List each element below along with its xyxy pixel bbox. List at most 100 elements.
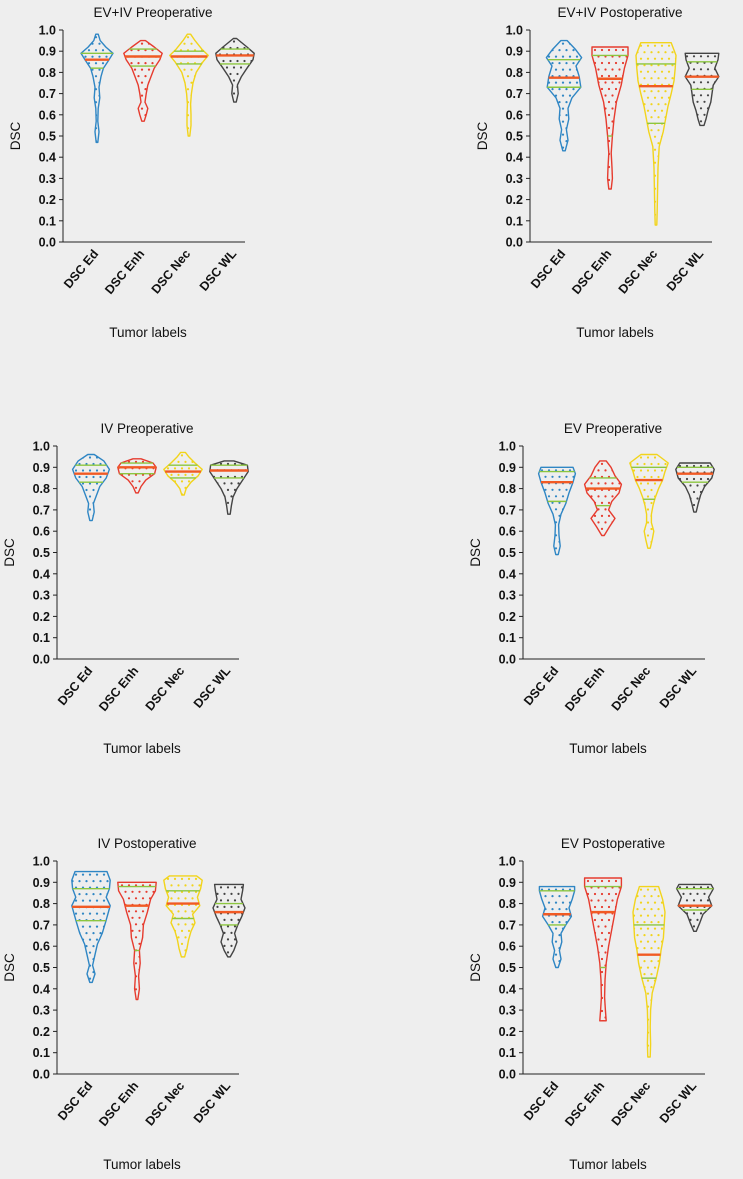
violin-outline — [591, 46, 629, 190]
violin-outline — [123, 39, 163, 122]
violin-dsc-nec[interactable] — [626, 453, 670, 549]
y-tick-label: 1.0 — [499, 440, 516, 454]
violin-dsc-enh[interactable] — [580, 460, 624, 537]
violin-outline — [684, 52, 720, 127]
y-axis-label: DSC — [8, 122, 23, 151]
violin-dots — [213, 886, 245, 954]
violin-dsc-wl[interactable] — [212, 37, 256, 103]
violin-outline — [538, 885, 576, 969]
y-tick-label: 0.4 — [39, 151, 56, 165]
violin-dsc-nec[interactable] — [166, 33, 210, 137]
violin-dsc-enh[interactable] — [114, 881, 158, 1001]
y-tick-label: 0.1 — [33, 1046, 50, 1060]
violin-dsc-wl[interactable] — [672, 462, 716, 513]
y-tick-label: 0.0 — [499, 653, 516, 667]
y-axis-label: DSC — [2, 953, 17, 982]
violin-dsc-wl[interactable] — [672, 883, 716, 932]
y-tick-label: 0.0 — [39, 236, 56, 250]
violin-dsc-enh[interactable] — [120, 39, 164, 122]
x-category-label: DSC Nec — [143, 1079, 188, 1128]
violin-outline — [635, 42, 677, 226]
violin-dots — [117, 884, 157, 997]
x-category-label: DSC Enh — [96, 1079, 141, 1129]
y-tick-label: 0.9 — [499, 461, 516, 475]
x-category-label: DSC Ed — [55, 664, 95, 708]
y-tick-label: 0.3 — [499, 589, 516, 603]
y-tick-label: 0.2 — [33, 610, 50, 624]
y-tick-label: 0.6 — [39, 108, 56, 122]
y-tick-label: 0.4 — [506, 151, 523, 165]
x-category-label: DSC Enh — [569, 247, 614, 297]
violin-dsc-ed[interactable] — [534, 466, 578, 556]
y-tick-label: 0.3 — [33, 1004, 50, 1018]
chart-title: EV Postoperative — [561, 836, 665, 851]
violin-dsc-enh[interactable] — [587, 46, 631, 190]
violin-outline — [212, 883, 246, 958]
y-tick-label: 0.1 — [499, 1046, 516, 1060]
violin-dots — [123, 42, 163, 117]
y-tick-label: 0.8 — [499, 482, 516, 496]
chart-title: EV+IV Postoperative — [558, 5, 683, 20]
violin-dsc-ed[interactable] — [68, 870, 112, 984]
violin-dsc-enh[interactable] — [114, 458, 158, 494]
violin-dsc-ed[interactable] — [534, 885, 578, 969]
x-category-label: DSC WL — [197, 247, 240, 294]
violin-outline — [675, 462, 715, 513]
y-tick-label: 0.6 — [506, 108, 523, 122]
violin-outline — [163, 451, 203, 496]
violin-dsc-nec[interactable] — [160, 875, 204, 958]
y-tick-label: 0.3 — [39, 172, 56, 186]
chart-title: IV Postoperative — [97, 836, 196, 851]
y-tick-label: 0.7 — [33, 918, 50, 932]
y-tick-label: 0.6 — [33, 940, 50, 954]
violin-dsc-ed[interactable] — [74, 33, 118, 144]
x-category-label: DSC Nec — [609, 1079, 654, 1128]
y-tick-label: 1.0 — [499, 855, 516, 869]
y-tick-label: 0.2 — [39, 193, 56, 207]
x-category-label: DSC Ed — [521, 1079, 561, 1123]
y-tick-label: 1.0 — [33, 855, 50, 869]
x-category-label: DSC Ed — [521, 664, 561, 708]
violin-outline — [545, 39, 583, 152]
violin-outline — [117, 458, 157, 494]
x-category-label: DSC Enh — [562, 664, 607, 714]
violin-dsc-wl[interactable] — [679, 52, 723, 127]
violin-outline — [117, 881, 157, 1001]
y-tick-label: 0.9 — [33, 876, 50, 890]
violin-outline — [71, 453, 111, 522]
violin-dsc-wl[interactable] — [206, 460, 250, 515]
x-axis-label: Tumor labels — [103, 741, 181, 756]
x-category-label: DSC Ed — [528, 247, 568, 291]
y-tick-label: 0.1 — [39, 214, 56, 228]
x-category-label: DSC Enh — [102, 247, 147, 297]
y-tick-label: 0.6 — [499, 525, 516, 539]
y-tick-label: 0.0 — [33, 1068, 50, 1082]
x-category-label: DSC Enh — [96, 664, 141, 714]
violin-dsc-nec[interactable] — [633, 42, 677, 226]
violin-dsc-wl[interactable] — [206, 883, 250, 958]
violin-dots — [163, 877, 203, 952]
y-tick-label: 0.7 — [499, 918, 516, 932]
violin-dsc-enh[interactable] — [580, 877, 624, 1022]
chart-title: EV Preoperative — [564, 421, 662, 436]
x-category-label: DSC WL — [657, 1079, 700, 1126]
y-tick-label: 0.6 — [499, 940, 516, 954]
y-tick-label: 0.7 — [39, 87, 56, 101]
x-category-label: DSC WL — [191, 1079, 234, 1126]
chart-panel-4: EV Preoperative DSC Tumor labels 0.0 0.1 0.2 0… — [468, 421, 716, 756]
x-category-label: DSC Ed — [61, 247, 101, 291]
violin-dsc-ed[interactable] — [68, 453, 112, 522]
violin-dsc-ed[interactable] — [541, 39, 585, 152]
y-tick-label: 0.5 — [499, 961, 516, 975]
violin-dsc-nec[interactable] — [160, 451, 204, 496]
violin-dots — [675, 464, 715, 513]
violin-outline — [675, 883, 715, 932]
y-tick-label: 0.8 — [33, 897, 50, 911]
y-tick-label: 0.9 — [499, 876, 516, 890]
y-tick-label: 0.5 — [506, 130, 523, 144]
violin-outline — [209, 460, 249, 515]
y-tick-label: 0.9 — [39, 45, 56, 59]
violin-dsc-nec[interactable] — [626, 885, 670, 1058]
y-tick-label: 0.7 — [506, 87, 523, 101]
